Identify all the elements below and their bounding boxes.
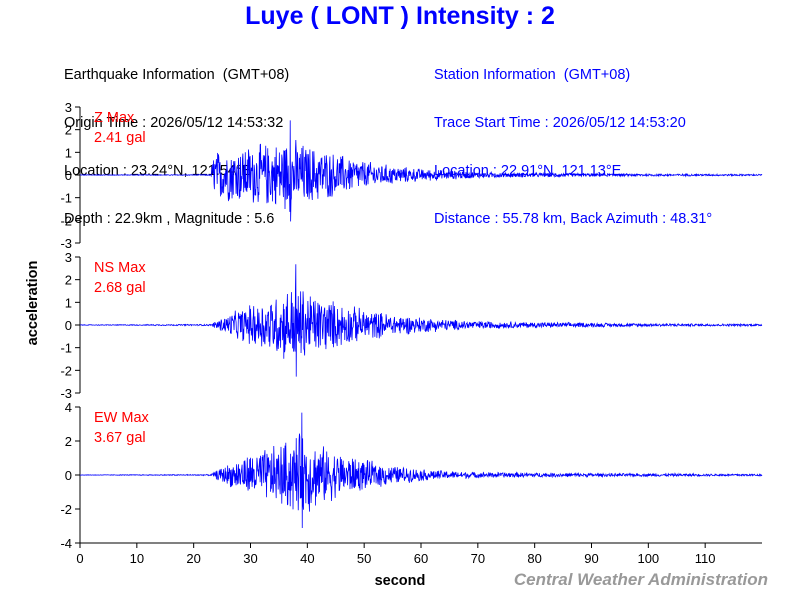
z-y-tick-label: 1 [65,145,72,160]
depth-magnitude: Depth : 22.9km , Magnitude : 5.6 [64,211,275,227]
earthquake-info-heading: Earthquake Information (GMT+08) [64,67,290,83]
x-tick-label: 30 [243,551,257,566]
ew-max-value: 3.67 gal [94,430,146,446]
z-max-label: Z Max [94,110,135,126]
z-y-tick-label: -1 [60,191,72,206]
ew-y-tick-label: 0 [65,468,72,483]
ew-max-label: EW Max [94,410,150,426]
origin-time: Origin Time : 2026/05/12 14:53:32 [64,115,284,131]
x-tick-label: 110 [695,551,716,566]
z-y-tick-label: -2 [60,213,72,228]
ew-y-tick-label: -2 [60,502,72,517]
ns-y-tick-label: 0 [65,318,72,333]
x-axis-title: second [375,573,426,589]
agency-credit: Central Weather Administration [513,570,768,589]
ns-y-tick-label: -2 [60,363,72,378]
z-y-tick-label: 3 [65,100,72,115]
z-waveform [79,120,763,222]
z-y-tick-label: 2 [65,123,72,138]
z-max-value: 2.41 gal [94,130,146,146]
x-tick-label: 60 [414,551,428,566]
ns-max-value: 2.68 gal [94,280,146,296]
distance-azimuth: Distance : 55.78 km, Back Azimuth : 48.3… [434,211,713,227]
z-y-tick-label: 0 [65,168,72,183]
x-tick-label: 0 [76,551,83,566]
ew-y-tick-label: 4 [65,400,72,415]
x-tick-label: 70 [471,551,485,566]
ns-y-tick-label: -3 [60,386,72,401]
ns-y-tick-label: -1 [60,341,72,356]
z-y-tick-label: -3 [60,236,72,251]
y-axis-title: acceleration [25,261,41,346]
trace-start-time: Trace Start Time : 2026/05/12 14:53:20 [434,115,686,131]
x-tick-label: 20 [186,551,200,566]
ns-waveform [79,264,763,377]
ns-y-tick-label: 3 [65,250,72,265]
ew-y-tick-label: -4 [60,536,72,551]
x-tick-label: 90 [584,551,598,566]
x-tick-label: 100 [637,551,659,566]
ns-y-tick-label: 1 [65,295,72,310]
ew-waveform [79,412,763,529]
ns-max-label: NS Max [94,260,146,276]
x-tick-label: 40 [300,551,314,566]
ns-y-tick-label: 2 [65,273,72,288]
station-info: Station Information (GMT+08) Trace Start… [434,35,712,243]
ew-y-tick-label: 2 [65,434,72,449]
chart-title: Luye ( LONT ) Intensity : 2 [245,2,555,30]
x-tick-label: 80 [527,551,541,566]
x-tick-label: 50 [357,551,371,566]
station-info-heading: Station Information (GMT+08) [434,67,631,83]
x-tick-label: 10 [130,551,144,566]
